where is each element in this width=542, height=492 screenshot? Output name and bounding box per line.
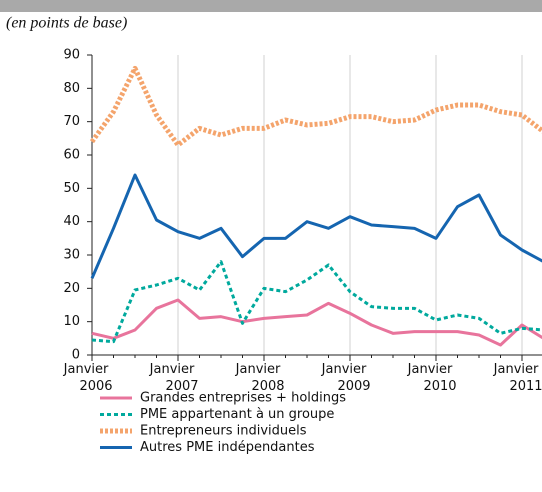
x-tick-label-line: Janvier [63,362,109,377]
y-tick-label: 30 [63,248,80,263]
x-tick-label-line: 2010 [423,379,456,394]
y-tick-label: 10 [63,314,80,329]
x-tick-label-line: 2007 [165,379,198,394]
y-tick-label: 40 [63,214,80,229]
x-tick-label-line: Janvier [149,362,195,377]
series-line [91,260,542,344]
x-tick-label: Janvier 2006 [63,362,113,394]
header-band [0,0,542,12]
x-tick-label: Janvier 2007 [149,362,199,394]
series-line [91,298,542,347]
y-tick-label: 60 [63,148,80,163]
chart-subtitle: (en points de base) [6,15,127,32]
series-line [89,65,542,148]
legend-label: Autres PME indépendantes [140,440,315,455]
y-tick-label: 70 [63,114,80,129]
x-tick-label: Janvier 2010 [407,362,457,394]
y-tick-label: 20 [63,281,80,296]
x-tick-label: Janvier 2009 [321,362,371,394]
x-tick-label-line: Janvier [235,362,281,377]
y-tick-label: 0 [72,348,80,363]
x-tick-label-line: Janvier [321,362,367,377]
x-tick-label-line: 2011 [509,379,542,394]
y-tick-label: 50 [63,181,80,196]
x-tick-label-line: 2008 [251,379,284,394]
x-tick-label: Janvier 2011 [493,362,542,394]
legend-label: Entrepreneurs individuels [140,424,307,439]
y-tick-label: 90 [63,48,80,63]
x-tick-label-line: Janvier [493,362,539,377]
x-tick-label-line: 2009 [337,379,370,394]
series-line [90,173,542,279]
legend-label: Grandes entreprises + holdings [140,391,346,406]
legend-label: PME appartenant à un groupe [140,407,334,422]
x-tick-label-line: 2006 [79,379,112,394]
y-tick-label: 80 [63,81,80,96]
x-tick-label: Janvier 2008 [235,362,285,394]
x-tick-label-line: Janvier [407,362,453,377]
